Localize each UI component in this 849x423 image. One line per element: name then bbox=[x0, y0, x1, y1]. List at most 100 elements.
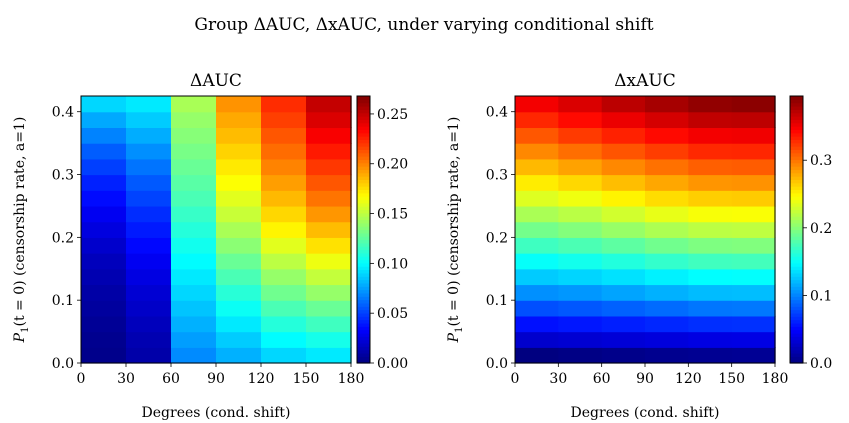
heatmap-cell bbox=[558, 221, 603, 238]
heatmap-cell bbox=[306, 253, 352, 270]
heatmap-cell bbox=[126, 331, 172, 348]
colorbar-segment bbox=[357, 302, 370, 307]
colorbar-segment bbox=[357, 329, 370, 334]
x-tick-label: 30 bbox=[117, 371, 135, 387]
colorbar-segment bbox=[357, 179, 370, 184]
colorbar-segment bbox=[790, 296, 803, 301]
heatmap-cell bbox=[306, 284, 352, 301]
heatmap-cell bbox=[261, 300, 307, 317]
heatmap-cell bbox=[688, 347, 733, 364]
y-axis-label-symbol: P bbox=[446, 332, 462, 343]
colorbar-segment bbox=[357, 129, 370, 134]
x-tick-label: 0 bbox=[77, 371, 86, 387]
colorbar-segment bbox=[357, 242, 370, 247]
colorbar-segment bbox=[357, 162, 370, 167]
colorbar-segment bbox=[790, 96, 803, 100]
heatmap-cell bbox=[558, 268, 603, 286]
colorbar-segment bbox=[790, 112, 803, 117]
y-tick-label: 0.0 bbox=[52, 356, 74, 372]
colorbar-segment bbox=[357, 256, 370, 261]
colorbar-segment bbox=[790, 99, 803, 104]
heatmap-cell bbox=[601, 300, 646, 317]
colorbar-segment bbox=[790, 262, 803, 267]
x-tick-label: 150 bbox=[718, 371, 745, 387]
y-tick-label: 0.2 bbox=[52, 230, 74, 246]
colorbar-segment bbox=[357, 312, 370, 317]
heatmap-cell bbox=[216, 111, 262, 129]
heatmap-cell bbox=[645, 347, 689, 364]
heatmap-cell bbox=[558, 315, 603, 333]
heatmap-cell bbox=[306, 158, 352, 176]
heatmap-cell bbox=[688, 205, 733, 223]
heatmap-cell bbox=[216, 127, 262, 144]
colorbar-segment bbox=[790, 349, 803, 354]
heatmap-cell bbox=[601, 237, 646, 254]
y-tick-label: 0.3 bbox=[52, 168, 74, 184]
heatmap-cell bbox=[126, 315, 172, 333]
x-axis-label: Degrees (cond. shift) bbox=[571, 405, 720, 421]
heatmap-cell bbox=[126, 190, 172, 207]
colorbar-segment bbox=[790, 152, 803, 157]
heatmap-cell bbox=[601, 174, 646, 191]
colorbar-segment bbox=[357, 262, 370, 267]
colorbar-segment bbox=[790, 236, 803, 241]
heatmap-cell bbox=[216, 284, 262, 301]
x-tick-label: 90 bbox=[207, 371, 225, 387]
heatmap-cell bbox=[731, 143, 776, 160]
heatmap-cell bbox=[731, 111, 776, 129]
heatmap-cell bbox=[81, 347, 127, 364]
heatmap-cell bbox=[515, 96, 559, 113]
y-tick-label: 0.2 bbox=[486, 230, 508, 246]
y-tick-label: 0.3 bbox=[486, 168, 508, 184]
heatmap-cell bbox=[558, 190, 603, 207]
heatmap-cell bbox=[216, 158, 262, 176]
colorbar-segment bbox=[790, 189, 803, 194]
heatmap-cell bbox=[731, 268, 776, 286]
heatmap-cell bbox=[645, 143, 689, 160]
colorbar-segment bbox=[790, 239, 803, 244]
heatmap-cell bbox=[81, 253, 127, 270]
colorbar-segment bbox=[357, 266, 370, 271]
heatmap-cell bbox=[731, 190, 776, 207]
heatmap-cell bbox=[261, 253, 307, 270]
y-axis-label-subscript: 1 bbox=[20, 327, 31, 333]
heatmap-cell bbox=[645, 300, 689, 317]
colorbar-segment bbox=[790, 256, 803, 261]
colorbar-segment bbox=[357, 219, 370, 224]
heatmap-cell bbox=[126, 143, 172, 160]
heatmap-cell bbox=[171, 174, 217, 191]
y-axis-label: P1(t = 0) (censorship rate, a=1) bbox=[12, 117, 31, 344]
colorbar-segment bbox=[357, 226, 370, 231]
x-axis-label: Degrees (cond. shift) bbox=[142, 405, 291, 421]
heatmap-cell bbox=[171, 96, 217, 113]
colorbar-segment bbox=[357, 326, 370, 331]
colorbar-segment bbox=[357, 279, 370, 284]
colorbar-segment bbox=[357, 112, 370, 117]
colorbar-segment bbox=[357, 289, 370, 294]
colorbar-segment bbox=[357, 132, 370, 137]
heatmap-cell bbox=[731, 347, 776, 364]
colorbar-segment bbox=[357, 169, 370, 174]
heatmap-cell bbox=[688, 221, 733, 238]
heatmap-cell bbox=[216, 190, 262, 207]
colorbar-segment bbox=[357, 346, 370, 351]
heatmap-cell bbox=[81, 331, 127, 348]
heatmap-cell bbox=[126, 96, 172, 113]
colorbar-segment bbox=[357, 182, 370, 187]
colorbar-tick-label: 0.1 bbox=[810, 288, 832, 304]
heatmap-cell bbox=[558, 174, 603, 191]
heatmap-cells bbox=[81, 96, 352, 364]
heatmap-cell bbox=[171, 315, 217, 333]
colorbar-segment bbox=[357, 136, 370, 140]
heatmap-cell bbox=[558, 237, 603, 254]
heatmap-cell bbox=[515, 205, 559, 223]
heatmap-cell bbox=[216, 205, 262, 223]
heatmap-cell bbox=[81, 205, 127, 223]
colorbar-segment bbox=[790, 136, 803, 140]
heatmap-cell bbox=[171, 253, 217, 270]
colorbar-segment bbox=[357, 172, 370, 177]
heatmap-cell bbox=[688, 190, 733, 207]
colorbar-segment bbox=[790, 269, 803, 274]
colorbar-segment bbox=[357, 322, 370, 327]
colorbar-segment bbox=[357, 152, 370, 157]
